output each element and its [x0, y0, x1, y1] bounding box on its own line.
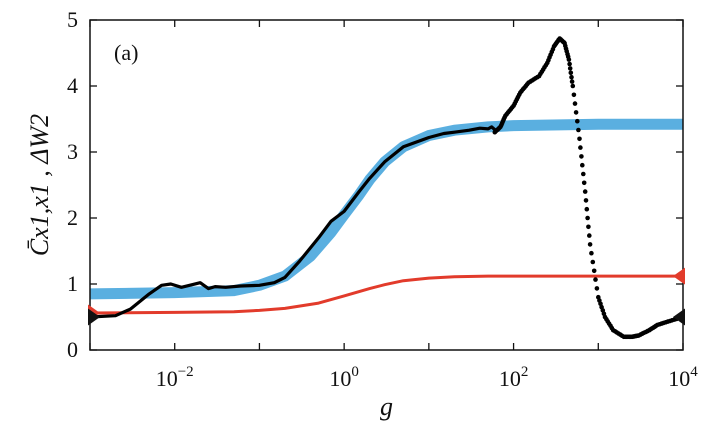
y-tick-label: 4	[67, 73, 78, 98]
series-dotted-black	[492, 36, 683, 340]
data-point	[573, 110, 579, 115]
y-axis-label-text: C̄x1,x1 , ΔW2	[25, 114, 54, 256]
data-point	[583, 198, 589, 203]
data-point	[566, 57, 572, 62]
series-solid-black	[90, 125, 496, 319]
data-point	[570, 83, 576, 89]
x-tick-label: 104	[668, 364, 698, 391]
data-point	[569, 74, 574, 80]
data-point	[582, 189, 588, 194]
edge-marker-triangle-left	[673, 267, 685, 285]
data-point	[586, 224, 591, 230]
data-point	[585, 215, 590, 221]
data-point	[575, 118, 580, 124]
series-thick-line	[90, 118, 683, 300]
data-point	[580, 162, 585, 168]
data-point	[567, 66, 573, 71]
data-point	[589, 250, 594, 256]
data-point	[572, 101, 578, 106]
y-tick-label: 2	[67, 205, 78, 230]
data-point	[577, 136, 582, 142]
x-tick-label: 10−2	[156, 364, 194, 391]
data-point	[587, 242, 593, 247]
y-axis-label: C̄x1,x1 , ΔW2	[25, 114, 54, 256]
plot-area	[90, 36, 683, 340]
edge-marker-triangle-left	[673, 308, 685, 326]
panel-label: (a)	[114, 40, 138, 65]
data-point	[568, 70, 574, 76]
plot-frame	[89, 19, 684, 351]
y-tick-label: 0	[67, 337, 78, 362]
data-point	[579, 154, 584, 159]
y-tick-label: 3	[67, 139, 78, 164]
data-point	[581, 171, 586, 177]
y-tick-label: 5	[67, 7, 78, 32]
data-point	[591, 268, 597, 274]
y-tick-label: 1	[67, 271, 78, 296]
data-point	[590, 259, 596, 265]
data-point	[567, 61, 572, 67]
series-thin-line	[90, 274, 683, 315]
x-tick-label: 100	[329, 364, 359, 391]
x-axis-label: g	[380, 392, 393, 421]
data-point	[576, 127, 581, 133]
data-point	[593, 277, 598, 282]
data-point	[571, 92, 577, 98]
data-point	[581, 180, 587, 186]
data-point	[594, 286, 600, 291]
data-point	[578, 145, 583, 150]
data-point	[569, 79, 575, 84]
x-tick-label: 102	[499, 364, 529, 391]
data-point	[587, 233, 592, 238]
axis-ticks: 0 1 2 3 4 5 10−2 100 102 104	[67, 7, 698, 391]
edge-marker-triangle-right	[88, 308, 100, 326]
data-point	[584, 206, 590, 212]
